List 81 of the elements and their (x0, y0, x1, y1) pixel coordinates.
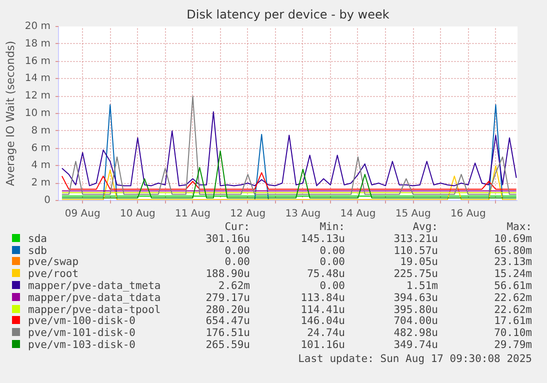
text: 301.16u (204, 232, 250, 246)
line-series (61, 172, 517, 190)
y-tick-label: 20 m (24, 21, 51, 32)
y-tick-label: 18 m (24, 38, 51, 50)
legend-label: pve/vm-100-disk-0 (27, 315, 136, 328)
x-tick-label: 11 Aug (175, 208, 210, 220)
x-tick-label: 13 Aug (285, 208, 321, 220)
x-tick-label: 15 Aug (395, 208, 431, 220)
line-series (61, 165, 517, 200)
text: Max: (506, 221, 532, 234)
y-axis-title: Average IO Wait (seconds) (4, 40, 17, 186)
text: 17.61m (493, 315, 532, 328)
legend-label: pve/vm-101-disk-0 (27, 327, 136, 340)
legend-label: mapper/pve-data_tdata (27, 292, 162, 305)
text: 101.16u (300, 338, 345, 352)
legend-label: sda (27, 232, 48, 246)
x-tick-label: 12 Aug (230, 208, 266, 220)
text: 225.75u (392, 268, 438, 281)
y-tick-label: 12 m (24, 90, 51, 102)
text: 482.98u (392, 327, 438, 340)
legend-label: mapper/pve-data-tpool (27, 304, 162, 316)
line-series (61, 111, 517, 186)
text: Avg: (412, 221, 438, 234)
text: 110.57u (392, 244, 438, 257)
text: 22.62m (493, 304, 532, 316)
y-tick-label: 8 m (31, 125, 51, 136)
y-tick-label: 14 m (24, 73, 51, 84)
text: 280.20u (204, 304, 250, 316)
text: 113.84u (300, 292, 345, 305)
text: 75.48u (306, 268, 345, 281)
text: 24.74u (306, 327, 345, 340)
text: 22.62m (493, 292, 532, 305)
text: 704.00u (392, 315, 438, 328)
text: Last update: Sun Aug 17 09:30:08 2025 (297, 352, 532, 366)
text: 146.04u (300, 315, 345, 328)
text: 654.47u (204, 315, 250, 328)
text: 70.10m (493, 327, 532, 340)
text: 145.13u (300, 232, 345, 246)
y-tick-label: 2 m (31, 178, 51, 189)
text: 1.51m (405, 280, 438, 293)
x-tick-label: 09 Aug (64, 208, 100, 220)
text: 23.13m (493, 256, 532, 269)
text: Min: (318, 221, 345, 234)
y-tick-label: 0 (44, 195, 51, 206)
text: 65.80m (493, 244, 532, 257)
legend-label: mapper/pve-data_tmeta (27, 280, 162, 293)
text: 0.00 (224, 244, 250, 257)
text: 29.79m (493, 338, 532, 352)
text: 176.51u (204, 327, 250, 340)
x-tick-label: 10 Aug (120, 208, 156, 220)
text: 15.24m (493, 268, 532, 281)
legend-label: pve/vm-103-disk-0 (27, 338, 136, 352)
text: 0.00 (224, 256, 250, 269)
text: 2.62m (217, 280, 250, 293)
text: 10.69m (493, 232, 532, 246)
x-tick-label: 16 Aug (450, 208, 486, 220)
y-tick-label: 4 m (31, 160, 51, 172)
text: 0.00 (318, 244, 345, 257)
y-tick-label: 6 m (31, 142, 51, 154)
x-tick-label: 14 Aug (340, 208, 376, 220)
text: Cur: (224, 221, 250, 234)
text: 188.90u (204, 268, 250, 281)
chart-title: Disk latency per device - by week (186, 8, 390, 22)
text: 114.41u (300, 304, 345, 316)
y-tick-label: 10 m (24, 108, 51, 119)
legend-label: pve/root (27, 268, 80, 281)
text: 0.00 (318, 280, 345, 293)
text: 394.63u (392, 292, 438, 305)
text: 56.61m (493, 280, 532, 293)
text: 349.74u (392, 338, 438, 352)
line-series (61, 150, 517, 198)
line-series (61, 96, 517, 195)
text: 395.80u (392, 304, 438, 316)
text: 265.59u (204, 338, 250, 352)
y-tick-label: 16 m (24, 56, 51, 67)
text: 279.17u (204, 292, 250, 305)
legend-label: pve/swap (27, 256, 80, 269)
text: 0.00 (318, 256, 345, 269)
text: 19.05u (399, 256, 438, 269)
legend-label: sdb (27, 244, 48, 257)
text: 313.21u (392, 232, 438, 246)
